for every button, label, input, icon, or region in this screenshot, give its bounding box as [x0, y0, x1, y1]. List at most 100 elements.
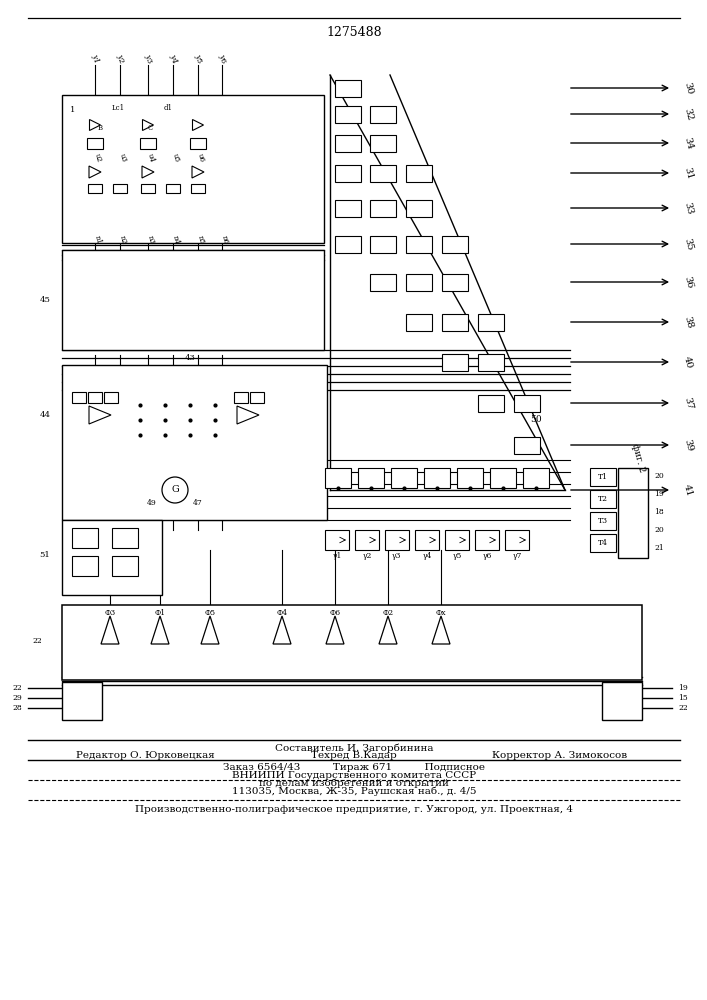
Bar	[406, 200, 432, 217]
Bar	[442, 354, 468, 371]
Bar	[370, 236, 396, 253]
Bar	[325, 530, 349, 550]
Text: n6: n6	[220, 235, 230, 245]
Bar	[385, 530, 409, 550]
Text: 49: 49	[147, 499, 157, 507]
Polygon shape	[201, 616, 219, 644]
Bar	[442, 236, 468, 253]
Bar	[250, 392, 264, 403]
Text: 19: 19	[678, 684, 688, 692]
Bar	[478, 395, 504, 412]
Text: Ф1: Ф1	[154, 609, 165, 617]
Text: y4: y4	[168, 53, 178, 63]
Bar	[113, 184, 127, 193]
Bar	[475, 530, 499, 550]
Bar	[406, 236, 432, 253]
Text: γ5: γ5	[452, 552, 462, 560]
Text: 113035, Москва, Ж-35, Раушская наб., д. 4/5: 113035, Москва, Ж-35, Раушская наб., д. …	[232, 786, 477, 796]
Text: Корректор А. Зимокосов: Корректор А. Зимокосов	[493, 752, 628, 760]
Text: 18: 18	[654, 508, 664, 516]
Bar	[72, 556, 98, 576]
Bar	[190, 138, 206, 149]
Text: 32: 32	[682, 107, 694, 121]
Bar	[478, 354, 504, 371]
Bar	[590, 468, 616, 486]
Text: γ6: γ6	[482, 552, 491, 560]
Bar	[335, 165, 361, 182]
Text: y6: y6	[217, 53, 227, 63]
Text: 29: 29	[12, 694, 22, 702]
Text: 20: 20	[654, 472, 664, 480]
Text: 51: 51	[40, 551, 50, 559]
Text: Lc1: Lc1	[112, 104, 124, 112]
Text: y2: y2	[115, 53, 125, 63]
Bar	[335, 80, 361, 97]
Text: u3: u3	[118, 153, 128, 163]
Bar	[335, 106, 361, 123]
Bar	[62, 95, 324, 243]
Bar	[370, 200, 396, 217]
Bar	[523, 468, 549, 488]
Bar	[166, 184, 180, 193]
Polygon shape	[143, 119, 153, 130]
Bar	[358, 468, 384, 488]
Text: 35: 35	[682, 237, 694, 251]
Text: B: B	[98, 124, 103, 132]
Text: 44: 44	[40, 411, 50, 419]
Bar	[88, 392, 102, 403]
Bar	[62, 682, 102, 720]
Text: Фх: Фх	[436, 609, 446, 617]
Bar	[406, 274, 432, 291]
Text: фиг. 2: фиг. 2	[630, 443, 646, 473]
Bar	[618, 468, 648, 558]
Bar	[505, 530, 529, 550]
Bar	[62, 520, 162, 595]
Text: 22: 22	[33, 637, 42, 645]
Text: y3: y3	[143, 52, 153, 64]
Text: 43: 43	[185, 354, 195, 362]
Bar	[62, 605, 642, 680]
Text: n2: n2	[118, 235, 128, 245]
Bar	[442, 314, 468, 331]
Text: Редактор О. Юрковецкая: Редактор О. Юрковецкая	[76, 752, 214, 760]
Bar	[88, 184, 102, 193]
Text: Ф4: Ф4	[276, 609, 288, 617]
Polygon shape	[90, 119, 100, 130]
Polygon shape	[142, 166, 154, 178]
Polygon shape	[89, 166, 101, 178]
Text: G: G	[171, 486, 179, 494]
Text: Ф5: Ф5	[204, 609, 216, 617]
Bar	[234, 392, 248, 403]
Polygon shape	[326, 616, 344, 644]
Text: 22: 22	[12, 684, 22, 692]
Bar	[445, 530, 469, 550]
Polygon shape	[379, 616, 397, 644]
Bar	[335, 135, 361, 152]
Bar	[62, 250, 324, 350]
Text: 31: 31	[682, 166, 694, 180]
Bar	[72, 528, 98, 548]
Text: u5: u5	[171, 153, 181, 163]
Text: ВНИИПИ Государственного комитета СССР: ВНИИПИ Государственного комитета СССР	[232, 770, 476, 780]
Text: T1: T1	[598, 473, 608, 481]
Text: 1: 1	[70, 106, 76, 114]
Bar	[355, 530, 379, 550]
Text: γ3: γ3	[392, 552, 402, 560]
Polygon shape	[237, 406, 259, 424]
Bar	[62, 365, 327, 520]
Bar	[415, 530, 439, 550]
Bar	[72, 392, 86, 403]
Text: γ2: γ2	[362, 552, 372, 560]
Text: 15: 15	[678, 694, 688, 702]
Polygon shape	[89, 406, 111, 424]
Text: Ф6: Ф6	[329, 609, 341, 617]
Text: 38: 38	[682, 315, 694, 329]
Text: 28: 28	[12, 704, 22, 712]
Text: 41: 41	[682, 483, 694, 497]
Text: по делам изобретений и открытий: по делам изобретений и открытий	[259, 778, 449, 788]
Text: 36: 36	[682, 275, 694, 289]
Text: T2: T2	[598, 495, 608, 503]
Bar	[406, 165, 432, 182]
Text: 33: 33	[682, 201, 694, 215]
Text: 21: 21	[654, 544, 664, 552]
